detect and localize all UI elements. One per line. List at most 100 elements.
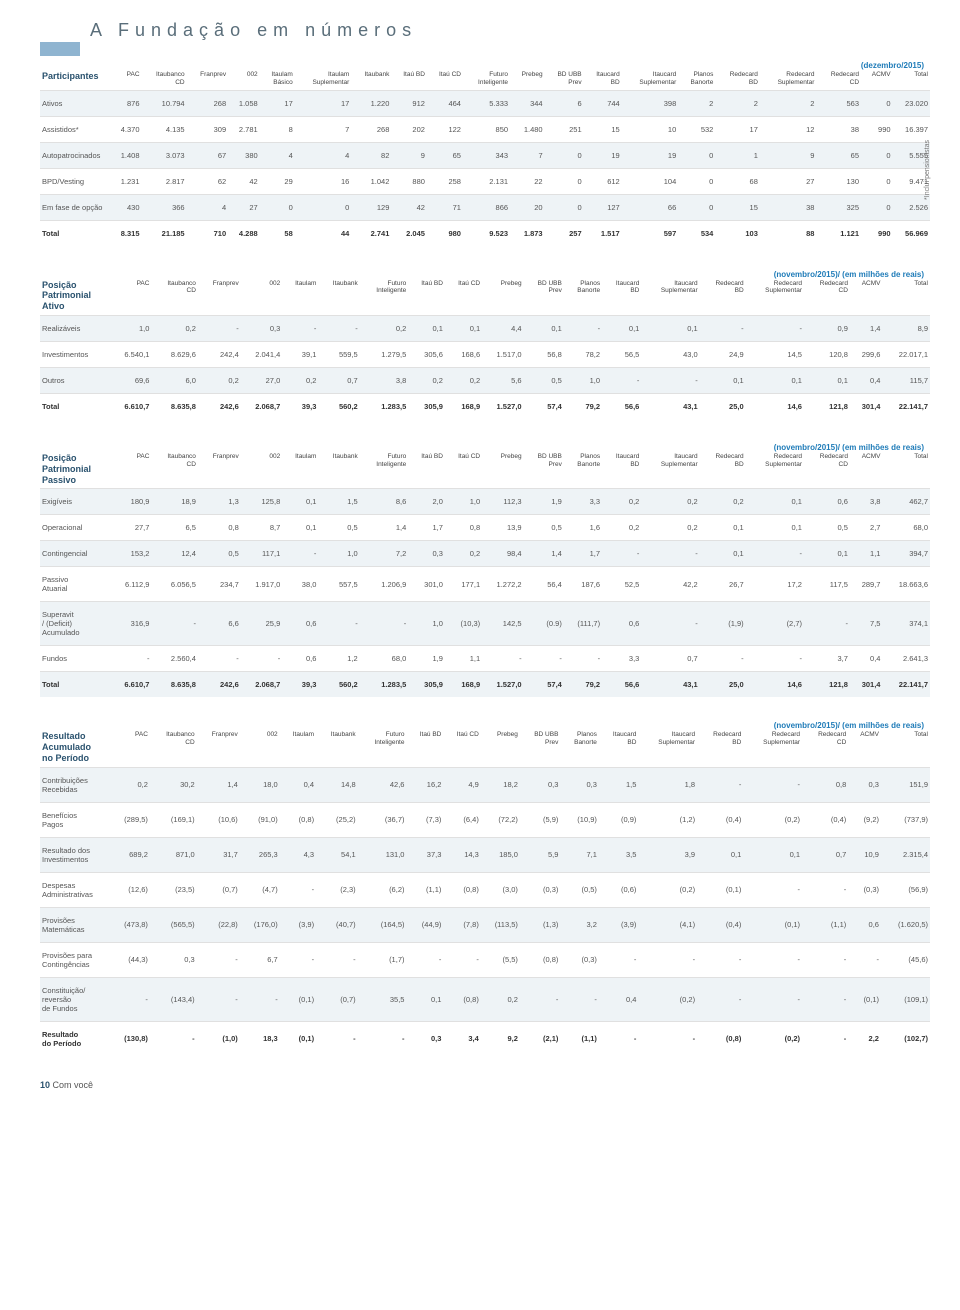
- cell: 0,5: [804, 515, 850, 541]
- cell: 0,2: [481, 977, 520, 1021]
- cell: 24,9: [700, 341, 746, 367]
- cell: 9: [391, 142, 427, 168]
- cell: 13,9: [482, 515, 523, 541]
- col-header: Itaucard Suplementar: [638, 728, 697, 767]
- cell: 2.315,4: [881, 837, 930, 872]
- cell: 65: [816, 142, 861, 168]
- col-header: Futuro Inteligente: [360, 277, 409, 316]
- col-header: Itaucard Suplementar: [641, 277, 699, 316]
- cell: -: [638, 942, 697, 977]
- col-header: Itaubank: [318, 277, 359, 316]
- col-header: Prebeg: [510, 68, 545, 90]
- cell: (44,9): [406, 907, 443, 942]
- cell: -: [746, 315, 804, 341]
- cell: -: [804, 602, 850, 646]
- cell: (10,6): [197, 802, 240, 837]
- cell: 0,1: [700, 515, 746, 541]
- cell: (0,1): [743, 907, 802, 942]
- cell: 871,0: [150, 837, 197, 872]
- col-header: Itaú BD: [408, 277, 445, 316]
- cell: (1.620,5): [881, 907, 930, 942]
- header-tab: [40, 42, 80, 56]
- cell: (0,8): [443, 872, 480, 907]
- col-header: Redecard BD: [715, 68, 760, 90]
- row-label: Provisões para Contingências: [40, 942, 110, 977]
- cell: 0,3: [241, 315, 282, 341]
- col-header: Itaubanco CD: [150, 728, 197, 767]
- cell: 0,2: [602, 489, 641, 515]
- table-section: (novembro/2015)/ (em milhões de reais)Po…: [40, 270, 930, 419]
- cell: 20: [510, 194, 545, 220]
- cell: 0,3: [406, 1021, 443, 1056]
- cell: (0,4): [697, 802, 743, 837]
- cell: 6,6: [198, 602, 241, 646]
- col-header: Itaulam Suplementar: [295, 68, 352, 90]
- cell: (102,7): [881, 1021, 930, 1056]
- cell: 1.408: [110, 142, 142, 168]
- cell: 88: [760, 220, 817, 246]
- cell: (91,0): [240, 802, 280, 837]
- cell: 82: [351, 142, 391, 168]
- cell: (10,9): [560, 802, 598, 837]
- cell: 66: [622, 194, 679, 220]
- cell: 14,8: [316, 767, 358, 802]
- cell: -: [197, 977, 240, 1021]
- cell: 8,7: [241, 515, 282, 541]
- cell: 1.517,0: [482, 341, 523, 367]
- cell: 305,6: [408, 341, 445, 367]
- cell: (0,9): [599, 802, 639, 837]
- col-header: Total: [893, 68, 930, 90]
- cell: 2.741: [351, 220, 391, 246]
- cell: 25,0: [700, 672, 746, 698]
- cell: 0,5: [318, 515, 359, 541]
- cell: 21.185: [142, 220, 187, 246]
- cell: 117,5: [804, 567, 850, 602]
- col-header: Itaú CD: [443, 728, 480, 767]
- col-header: Redecard BD: [697, 728, 743, 767]
- cell: 0,2: [282, 367, 318, 393]
- col-header: Itaulam: [282, 450, 318, 489]
- col-header: Itaú BD: [408, 450, 445, 489]
- cell: 534: [678, 220, 715, 246]
- cell: -: [638, 1021, 697, 1056]
- cell: -: [482, 646, 523, 672]
- cell: 0: [861, 194, 893, 220]
- cell: 689,2: [110, 837, 150, 872]
- cell: 1,9: [524, 489, 564, 515]
- cell: 0: [861, 142, 893, 168]
- cell: 0: [861, 90, 893, 116]
- cell: 850: [463, 116, 510, 142]
- cell: -: [358, 1021, 407, 1056]
- cell: 112,3: [482, 489, 523, 515]
- cell: -: [151, 602, 197, 646]
- cell: 35,5: [358, 977, 407, 1021]
- col-header: Franprev: [197, 728, 240, 767]
- col-header: Itaucard Suplementar: [622, 68, 679, 90]
- cell: 380: [228, 142, 260, 168]
- cell: 1.272,2: [482, 567, 523, 602]
- cell: 3.073: [142, 142, 187, 168]
- cell: -: [318, 315, 359, 341]
- cell: 37,3: [406, 837, 443, 872]
- cell: 464: [427, 90, 463, 116]
- cell: 0,3: [408, 541, 445, 567]
- table-row: Total6.610,78.635,8242,62.068,739,3560,2…: [40, 393, 930, 419]
- col-header: Itaubanco CD: [142, 68, 187, 90]
- cell: 0,3: [848, 767, 881, 802]
- cell: (23,5): [150, 872, 197, 907]
- cell: 4.288: [228, 220, 260, 246]
- cell: 151,9: [881, 767, 930, 802]
- cell: 57,4: [524, 672, 564, 698]
- cell: (0,8): [697, 1021, 743, 1056]
- cell: 2.560,4: [151, 646, 197, 672]
- row-label: Em fase de opção: [40, 194, 110, 220]
- cell: -: [602, 367, 641, 393]
- sidenote: *Inclui pensionistas: [924, 140, 931, 200]
- table-row: Resultado dos Investimentos689,2871,031,…: [40, 837, 930, 872]
- cell: 0,1: [746, 367, 804, 393]
- table-row: Autopatrocinados1.4083.07367380448296534…: [40, 142, 930, 168]
- cell: -: [602, 541, 641, 567]
- cell: 8.629,6: [151, 341, 197, 367]
- cell: 6.610,7: [110, 393, 151, 419]
- cell: 7: [510, 142, 545, 168]
